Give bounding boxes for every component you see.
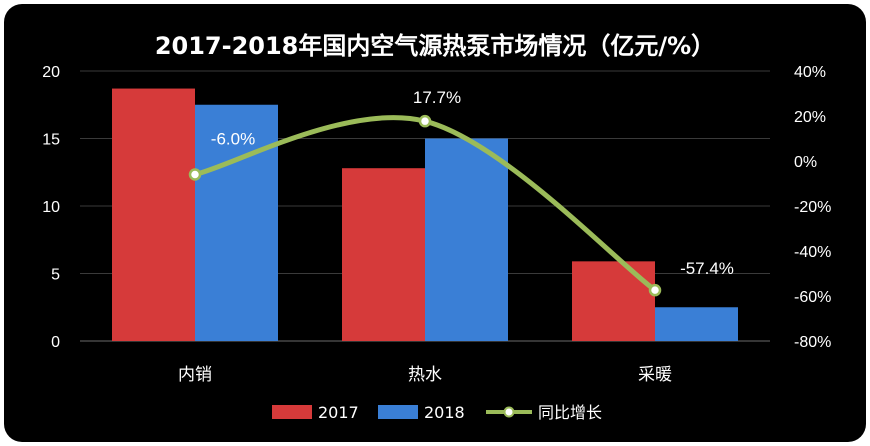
growth-data-label: 17.7% (413, 88, 461, 107)
right-tick-label: 0% (794, 154, 817, 171)
bar-2018-0 (195, 104, 278, 341)
growth-point (418, 114, 432, 128)
right-tick-label: -40% (794, 244, 831, 261)
legend-label-2018: 2018 (424, 403, 465, 422)
growth-data-label: -57.4% (680, 259, 734, 278)
left-tick-label: 15 (42, 132, 60, 149)
bar-2018-2 (655, 307, 738, 341)
left-tick-label: 0 (51, 334, 60, 351)
bar-2017-1 (342, 168, 425, 341)
right-tick-label: 20% (794, 109, 826, 126)
legend-label-2017: 2017 (318, 403, 359, 422)
legend-marker-growth (503, 406, 515, 418)
legend: 2017 2018 同比增长 (272, 403, 602, 422)
chart-frame: 2017-2018年国内空气源热泵市场情况（亿元/%） 0 5 10 15 20 -80… (4, 4, 866, 442)
legend-label-growth: 同比增长 (538, 403, 602, 422)
category-label: 内销 (178, 365, 212, 385)
right-tick-label: -80% (794, 334, 831, 351)
category-label: 热水 (408, 365, 442, 385)
growth-point (188, 168, 202, 181)
bar-2017-2 (572, 261, 655, 341)
right-tick-label: -60% (794, 289, 831, 306)
chart: 2017-2018年国内空气源热泵市场情况（亿元/%） 0 5 10 15 20 -80… (42, 32, 831, 422)
right-tick-label: 40% (794, 64, 826, 81)
legend-swatch-2017 (272, 405, 312, 419)
category-label: 采暖 (638, 365, 672, 385)
category-axis: 内销 热水 采暖 (178, 365, 672, 385)
left-tick-label: 10 (42, 199, 60, 216)
left-tick-label: 5 (51, 267, 60, 284)
legend-swatch-2018 (378, 405, 418, 419)
growth-data-label: -6.0% (211, 130, 255, 149)
growth-line (188, 114, 662, 297)
left-tick-label: 20 (42, 64, 60, 81)
bar-2018-1 (425, 138, 508, 341)
data-labels: -6.0% 17.7% -57.4% (211, 88, 734, 278)
growth-point (648, 283, 662, 297)
left-axis: 0 5 10 15 20 (42, 64, 60, 351)
right-tick-label: -20% (794, 199, 831, 216)
chart-title: 2017-2018年国内空气源热泵市场情况（亿元/%） (155, 32, 715, 60)
right-axis: -80% -60% -40% -20% 0% 20% 40% (794, 64, 831, 351)
bars (112, 88, 738, 341)
bar-2017-0 (112, 88, 195, 341)
